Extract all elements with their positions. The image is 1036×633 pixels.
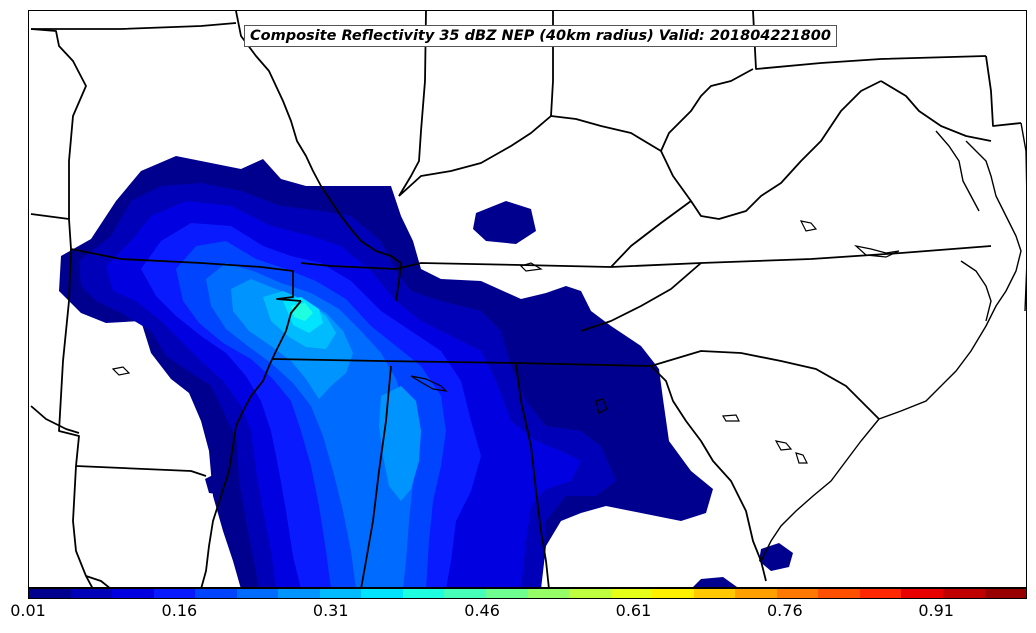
colorbar-segment xyxy=(278,589,320,598)
colorbar-segment xyxy=(984,589,1027,598)
colorbar-segment xyxy=(527,589,570,598)
contour-level-7 xyxy=(231,279,353,399)
colorbar-segment xyxy=(735,589,777,598)
colorbar-segment xyxy=(610,589,653,598)
colorbar-segment xyxy=(402,589,445,598)
contour-level-1d xyxy=(693,577,737,587)
colorbar-segment xyxy=(693,589,736,598)
colorbar-segment xyxy=(112,589,154,598)
map-panel: Composite Reflectivity 35 dBZ NEP (40km … xyxy=(28,10,1027,588)
probability-field xyxy=(59,156,793,587)
colorbar-segment xyxy=(943,589,985,598)
colorbar-tick-label: 0.46 xyxy=(464,601,500,620)
contour-level-1e xyxy=(205,471,231,495)
probability-map xyxy=(30,11,1026,587)
state-boundaries xyxy=(30,11,1022,587)
colorbar-segment xyxy=(361,589,403,598)
contour-level-1b xyxy=(473,201,536,244)
colorbar-segment xyxy=(444,589,487,598)
colorbar-segment xyxy=(901,589,944,598)
colorbar-segment xyxy=(776,589,819,598)
contour-level-6 xyxy=(206,263,413,587)
colorbar-tick-label: 0.16 xyxy=(161,601,198,620)
colorbar-segment xyxy=(652,589,694,598)
colorbar-tick-label: 0.31 xyxy=(312,601,349,620)
colorbar-segment xyxy=(236,589,279,598)
contour-level-1c xyxy=(759,543,793,571)
colorbar-tick-label: 0.76 xyxy=(767,601,803,620)
colorbar-segment xyxy=(569,589,611,598)
colorbar-tick-label: 0.91 xyxy=(918,601,954,620)
lakes xyxy=(111,220,900,464)
colorbar-tick-label: 0.61 xyxy=(615,601,652,620)
colorbar-tick-labels: 0.01 0.16 0.31 0.46 0.61 0.76 0.91 xyxy=(10,599,1027,629)
contour-level-7b xyxy=(379,386,421,501)
colorbar-segment xyxy=(818,589,860,598)
colorbar-segment xyxy=(319,589,362,598)
map-title: Composite Reflectivity 35 dBZ NEP (40km … xyxy=(244,25,837,47)
colorbar-segment xyxy=(153,589,196,598)
colorbar-segment xyxy=(29,589,71,598)
colorbar xyxy=(28,588,1027,599)
colorbar-tick-label: 0.01 xyxy=(10,601,46,620)
colorbar-segment xyxy=(486,589,528,598)
colorbar-segment xyxy=(70,589,113,598)
colorbar-segment xyxy=(859,589,902,598)
colorbar-segment xyxy=(195,589,237,598)
coastline xyxy=(760,122,1026,562)
